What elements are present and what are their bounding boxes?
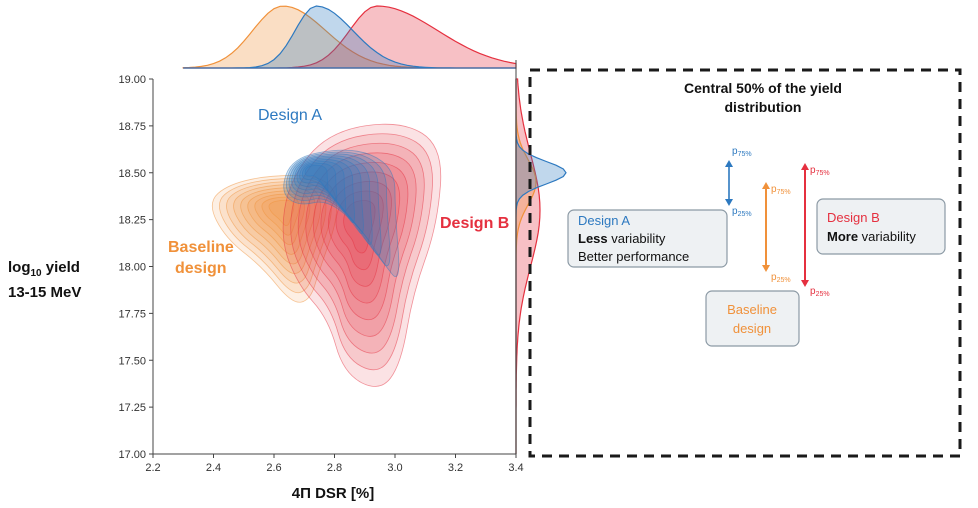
baseline-box-line1: Baseline — [727, 302, 777, 317]
arrow-design-b-head-bottom — [801, 280, 809, 287]
design-b-box — [816, 198, 946, 255]
y-tick-label: 18.50 — [118, 168, 146, 180]
y-axis-title-line2: 13-15 MeV — [8, 284, 82, 301]
baseline-box-line2: design — [733, 321, 771, 336]
top-marginal-density — [182, 5, 517, 69]
design-b-box-line2: More variability — [827, 229, 916, 244]
design-a-box-title: Design A — [578, 213, 630, 228]
design-b-p75-label: p75% — [810, 165, 830, 177]
design-b-box-line2-rest: variability — [858, 229, 916, 244]
design-a-p25-label: p25% — [732, 206, 752, 218]
arrow-design-a-head-top — [725, 160, 733, 167]
summary-panel: Central 50% of the yield distribution De… — [528, 68, 962, 458]
percentile-arrows: p75% p25% p75% p25% p75% p25% — [725, 146, 830, 298]
contour-designA-level-8 — [301, 162, 338, 202]
design-a-p75-label: p75% — [732, 146, 752, 158]
arrow-baseline-head-bottom — [762, 265, 770, 272]
x-tick-label: 2.2 — [145, 462, 160, 474]
contour-designA-level-4 — [291, 155, 373, 245]
design-b-box-line2-bold: More — [827, 229, 858, 244]
x-axis-title: 4Π DSR [%] — [292, 485, 375, 502]
contour-designA-level-1 — [283, 149, 400, 277]
series-label-design-b: Design B — [440, 215, 509, 232]
right-marginal-density — [515, 78, 567, 454]
contour-designA-level-7 — [299, 161, 347, 213]
right-marginal-designB — [515, 78, 541, 454]
panel-title-line1: Central 50% of the yield — [684, 80, 842, 96]
contour-group-designA — [283, 149, 400, 277]
baseline-p25-label: p25% — [771, 272, 791, 284]
y-tick-label: 17.75 — [118, 308, 146, 320]
x-tick-label: 3.4 — [508, 462, 523, 474]
contour-baseline-level-9 — [268, 199, 295, 227]
panel-title-line2: distribution — [725, 99, 802, 115]
design-b-box-title: Design B — [827, 210, 880, 225]
x-tick-label: 2.4 — [206, 462, 221, 474]
y-tick-label: 18.25 — [118, 215, 146, 227]
x-tick-label: 2.8 — [327, 462, 342, 474]
y-tick-label: 17.25 — [118, 402, 146, 414]
contour-plot-area — [211, 123, 442, 387]
y-tick-label: 18.75 — [118, 121, 146, 133]
axes: 2.2 2.4 2.6 2.8 3.0 3.2 3.4 17.00 17.25 17.50 17.7… — [118, 60, 524, 474]
y-axis-title-line1: log10 yield — [8, 259, 80, 279]
design-a-box — [567, 209, 728, 268]
contour-designA-level-2 — [285, 151, 391, 267]
x-tick-label: 3.2 — [448, 462, 463, 474]
series-label-baseline-line1: Baseline — [168, 239, 234, 256]
baseline-p75-label: p75% — [771, 184, 791, 196]
top-marginal-designA — [183, 5, 516, 69]
design-b-p25-label: p25% — [810, 286, 830, 298]
y-tick-label: 18.00 — [118, 262, 146, 274]
design-a-box-line2-bold: Less — [578, 231, 608, 246]
contour-baseline-level-8 — [261, 196, 300, 236]
y-tick-label: 17.00 — [118, 449, 146, 461]
design-a-box-line3: Better performance — [578, 249, 689, 264]
contour-designA-level-5 — [293, 157, 364, 234]
arrow-design-b-head-top — [801, 163, 809, 170]
baseline-box — [705, 290, 800, 347]
y-tick-label: 19.00 — [118, 74, 146, 86]
arrow-design-a-head-bottom — [725, 199, 733, 206]
contour-group-baseline — [211, 175, 338, 303]
arrow-baseline-head-top — [762, 182, 770, 189]
series-label-design-a: Design A — [258, 107, 322, 124]
y-tick-label: 17.50 — [118, 355, 146, 367]
contour-designA-level-9 — [304, 164, 329, 191]
x-tick-label: 2.6 — [266, 462, 281, 474]
design-a-box-line2-rest: variability — [608, 231, 666, 246]
series-label-baseline-line2: design — [175, 260, 227, 277]
series-labels: Design A Design B Baseline design — [168, 107, 509, 277]
design-a-box-line2: Less variability — [578, 231, 666, 246]
contour-designB-level-3 — [297, 142, 425, 354]
x-tick-label: 3.0 — [387, 462, 402, 474]
y-axis-title: log10 yield 13-15 MeV — [8, 258, 118, 302]
